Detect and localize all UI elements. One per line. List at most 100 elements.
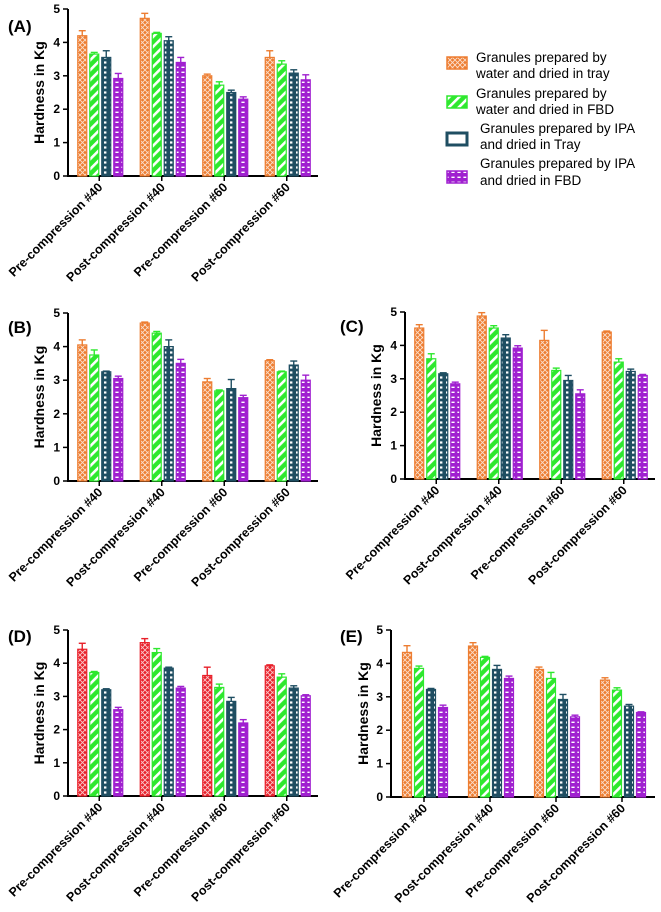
bar-water-fbd (214, 686, 225, 797)
bar-ipa-fbd (300, 379, 311, 482)
bar-ipa-tray (500, 337, 511, 480)
y-tick-label: 5 (53, 306, 60, 320)
bar-water-tray (139, 642, 150, 797)
bar-ipa-tray (425, 688, 437, 798)
panel-label: (E) (340, 627, 363, 646)
y-tick-label: 3 (390, 372, 397, 386)
bar-ipa-tray (101, 689, 112, 797)
bar-water-fbd (545, 677, 557, 798)
y-tick-label: 3 (376, 690, 383, 704)
y-tick-label: 4 (53, 35, 60, 49)
bar-water-fbd (551, 369, 562, 480)
bar-water-tray (202, 381, 213, 482)
bar-water-fbd (488, 327, 499, 480)
bar-water-tray (476, 315, 487, 480)
bar-ipa-fbd (238, 722, 249, 797)
bar-water-tray (77, 35, 88, 177)
y-tick-label: 3 (53, 373, 60, 387)
bar-water-tray (77, 344, 88, 482)
bar-water-tray (264, 360, 275, 482)
bar-ipa-fbd (512, 347, 523, 480)
legend-label: Granules prepared by IPA (480, 156, 635, 171)
bar-ipa-tray (557, 698, 569, 798)
legend-label: and dried in Tray (480, 137, 581, 152)
bar-ipa-tray (491, 668, 503, 798)
bar-ipa-tray (288, 687, 299, 797)
y-tick-label: 5 (53, 623, 60, 637)
bar-water-tray (139, 322, 150, 482)
y-tick-label: 5 (390, 305, 397, 319)
y-tick-label: 1 (390, 439, 397, 453)
bar-ipa-fbd (113, 377, 124, 482)
y-tick-label: 1 (53, 756, 60, 770)
y-tick-label: 1 (53, 136, 60, 150)
bar-water-tray (202, 75, 213, 177)
bar-ipa-fbd (175, 687, 186, 797)
legend-label: Granules prepared by (476, 86, 607, 101)
bar-water-tray (139, 17, 150, 177)
bar-water-fbd (613, 361, 624, 480)
bar-ipa-fbd (575, 393, 586, 480)
bar-ipa-tray (163, 667, 174, 797)
panel-label: (C) (340, 317, 364, 336)
bar-water-fbd (276, 63, 287, 177)
legend-item-ipa-tray: Granules prepared by IPA and dried in Tr… (445, 121, 635, 152)
y-tick-label: 0 (53, 169, 60, 183)
bar-ipa-fbd (569, 716, 581, 798)
y-tick-label: 5 (376, 623, 383, 637)
bar-ipa-tray (288, 72, 299, 177)
y-tick-label: 0 (390, 472, 397, 486)
bar-water-tray (601, 331, 612, 480)
bar-water-fbd (89, 354, 100, 482)
y-axis-label: Hardness in Kg (31, 346, 47, 449)
legend: Granules prepared by water and dried in … (445, 50, 635, 188)
bar-ipa-tray (226, 700, 237, 797)
bar-water-fbd (214, 390, 225, 482)
bar-water-tray (414, 327, 425, 480)
panel-label: (D) (8, 627, 32, 646)
y-axis-label: Hardness in Kg (368, 344, 384, 447)
legend-label: water and dried in FBD (475, 102, 614, 117)
bar-water-fbd (413, 667, 425, 798)
bar-ipa-fbd (300, 79, 311, 177)
bar-water-fbd (151, 332, 162, 482)
panel-label: (B) (8, 318, 32, 337)
bar-ipa-fbd (450, 383, 461, 480)
y-tick-label: 5 (53, 2, 60, 16)
y-axis-label: Hardness in Kg (355, 662, 371, 765)
bar-ipa-tray (288, 364, 299, 482)
bar-water-fbd (611, 689, 623, 798)
y-tick-label: 4 (390, 338, 397, 352)
y-tick-label: 0 (53, 789, 60, 803)
bar-ipa-fbd (503, 677, 515, 798)
bar-ipa-tray (101, 56, 112, 177)
bar-water-tray (264, 56, 275, 177)
bar-ipa-tray (163, 40, 174, 177)
y-tick-label: 0 (53, 474, 60, 488)
legend-label: Granules prepared by (476, 50, 607, 65)
legend-item-water-fbd: Granules prepared by water and dried in … (446, 86, 614, 117)
y-tick-label: 0 (376, 790, 383, 804)
y-tick-label: 2 (53, 407, 60, 421)
bar-ipa-fbd (637, 374, 648, 480)
bar-ipa-fbd (300, 695, 311, 797)
y-axis-label: Hardness in Kg (31, 662, 47, 765)
bar-ipa-tray (101, 371, 112, 482)
bar-water-tray (539, 339, 550, 480)
bar-ipa-tray (563, 379, 574, 480)
bar-water-fbd (214, 84, 225, 177)
legend-item-ipa-fbd: Granules prepared by IPA and dried in FB… (446, 156, 635, 188)
bar-ipa-tray (226, 388, 237, 482)
bar-water-fbd (276, 676, 287, 797)
y-tick-label: 3 (53, 689, 60, 703)
y-tick-label: 4 (376, 656, 383, 670)
y-tick-label: 4 (53, 340, 60, 354)
bar-ipa-fbd (175, 61, 186, 177)
legend-label: water and dried in tray (475, 66, 610, 81)
